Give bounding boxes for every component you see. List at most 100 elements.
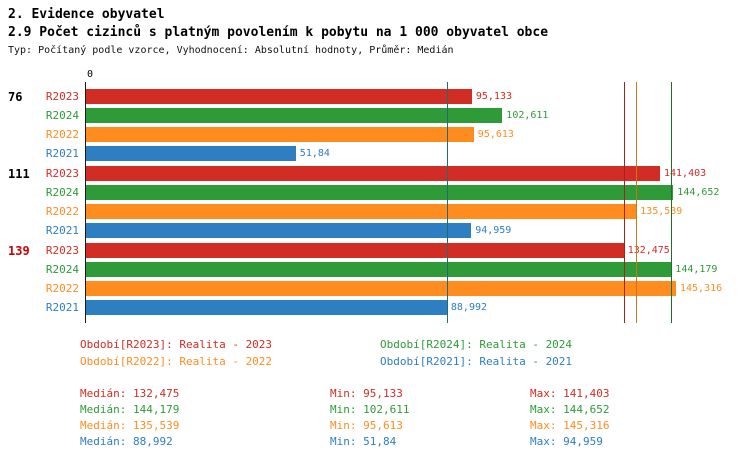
bar-value-label: 95,613 (477, 129, 514, 140)
bar-value-label: 94,959 (475, 225, 512, 236)
bar-value-label: 88,992 (450, 302, 488, 313)
bar-track: 102,611 (85, 108, 750, 123)
series-label: R2021 (45, 147, 79, 160)
bar-track: 132,475 (85, 243, 750, 258)
bar (85, 223, 472, 238)
stats-row: Medián: 144,179 Min: 102,611 Max: 144,652 (0, 401, 750, 417)
bar-row: R2022 135,539 (0, 204, 750, 219)
group-label: 76 (8, 89, 23, 104)
legend-row: Období[R2023]: Realita - 2023 Období[R202… (0, 336, 750, 353)
bar-group: 139 R2023 132,475 R2024 144,179 R2022 145,316 R… (0, 243, 750, 315)
bar (85, 204, 637, 219)
bar (85, 146, 296, 161)
chart-plot-area: 76 R2023 95,133 R2024 102,611 R2022 95,613 R202… (0, 82, 750, 323)
series-label: R2021 (45, 301, 79, 314)
bar-row: R2024 144,652 (0, 185, 750, 200)
bar-track: 51,84 (85, 146, 750, 161)
series-label: R2024 (45, 263, 79, 276)
bar-row: R2021 94,959 (0, 223, 750, 238)
stat-max: Max: 144,652 (530, 402, 610, 416)
bar (85, 185, 674, 200)
axis-origin-label: 0 (87, 69, 94, 80)
bar-value-label: 102,611 (506, 110, 549, 121)
legend: Období[R2023]: Realita - 2023 Období[R202… (0, 336, 750, 370)
bar-row: 76 R2023 95,133 (0, 89, 750, 104)
stats-row: Medián: 135,539 Min: 95,613 Max: 145,316 (0, 417, 750, 433)
series-label: R2023 (45, 244, 79, 257)
legend-item: Období[R2023]: Realita - 2023 (80, 338, 273, 351)
bar (85, 89, 472, 104)
stat-min: Min: 102,611 (330, 402, 410, 416)
bar-group: 111 R2023 141,403 R2024 144,652 R2022 135,539 R… (0, 166, 750, 238)
bar-chart: 0 76 R2023 95,133 R2024 102,611 R2022 95,613 R2… (0, 69, 750, 323)
legend-row: Období[R2022]: Realita - 2022 Období[R202… (0, 353, 750, 370)
legend-item: Období[R2024]: Realita - 2024 (380, 338, 573, 351)
bar-value-label: 145,316 (680, 283, 723, 294)
bar-track: 95,133 (85, 89, 750, 104)
bar-value-label: 144,179 (675, 264, 718, 275)
stat-min: Min: 95,133 (330, 386, 403, 400)
bar (85, 300, 447, 315)
bar-track: 135,539 (85, 204, 750, 219)
bar-track: 95,613 (85, 127, 750, 142)
bar (85, 108, 503, 123)
bar-value-label: 135,539 (640, 206, 683, 217)
bar-value-label: 95,133 (475, 91, 513, 102)
median-line (636, 82, 638, 323)
bar (85, 262, 672, 277)
report-header: 2. Evidence obyvatel 2.9 Počet cizinců s… (0, 0, 750, 58)
series-label: R2024 (45, 109, 79, 122)
bar (85, 243, 624, 258)
group-label: 111 (8, 166, 30, 181)
stat-min: Min: 51,84 (330, 434, 397, 448)
bar-track: 144,179 (85, 262, 750, 277)
stat-median: Medián: 135,539 (80, 418, 180, 432)
bar-row: 111 R2023 141,403 (0, 166, 750, 181)
bar-track: 141,403 (85, 166, 750, 181)
bar (85, 281, 676, 296)
bar-row: R2024 102,611 (0, 108, 750, 123)
report-title: 2. Evidence obyvatel (8, 7, 165, 22)
stat-max: Max: 94,959 (530, 434, 603, 448)
bar-row: R2022 95,613 (0, 127, 750, 142)
bar-row: R2021 88,992 (0, 300, 750, 315)
bar (85, 127, 474, 142)
bar-value-label: 132,475 (627, 245, 670, 256)
bar (85, 166, 660, 181)
series-label: R2023 (45, 90, 79, 103)
series-label: R2021 (45, 224, 79, 237)
series-label: R2024 (45, 186, 79, 199)
stats-row: Medián: 132,475 Min: 95,133 Max: 141,403 (0, 385, 750, 401)
stat-median: Medián: 132,475 (80, 386, 180, 400)
group-label: 139 (8, 243, 30, 258)
bar-groups: 76 R2023 95,133 R2024 102,611 R2022 95,613 R202… (0, 89, 750, 315)
bar-track: 94,959 (85, 223, 750, 238)
bar-row: R2022 145,316 (0, 281, 750, 296)
stat-median: Medián: 88,992 (80, 434, 173, 448)
bar-value-label: 141,403 (664, 168, 707, 179)
bar-group: 76 R2023 95,133 R2024 102,611 R2022 95,613 R202… (0, 89, 750, 161)
bar-track: 144,652 (85, 185, 750, 200)
series-label: R2022 (45, 205, 79, 218)
bar-value-label: 144,652 (677, 187, 720, 198)
bar-row: R2024 144,179 (0, 262, 750, 277)
series-label: R2022 (45, 128, 79, 141)
y-axis-line (85, 82, 86, 323)
stats: Medián: 132,475 Min: 95,133 Max: 141,403 Me… (0, 385, 750, 449)
bar-row: R2021 51,84 (0, 146, 750, 161)
legend-item: Období[R2022]: Realita - 2022 (80, 355, 273, 368)
series-label: R2022 (45, 282, 79, 295)
indicator-meta: Typ: Počítaný podle vzorce, Vyhodnocení:… (8, 45, 454, 56)
indicator-title: 2.9 Počet cizinců s platným povolením k … (8, 25, 549, 40)
series-label: R2023 (45, 167, 79, 180)
stat-max: Max: 145,316 (530, 418, 610, 432)
bar-row: 139 R2023 132,475 (0, 243, 750, 258)
bar-value-label: 51,84 (299, 148, 330, 159)
legend-item: Období[R2021]: Realita - 2021 (380, 355, 573, 368)
median-line (623, 82, 625, 323)
stat-min: Min: 95,613 (330, 418, 403, 432)
median-line (671, 82, 673, 323)
bar-track: 88,992 (85, 300, 750, 315)
stat-median: Medián: 144,179 (80, 402, 180, 416)
